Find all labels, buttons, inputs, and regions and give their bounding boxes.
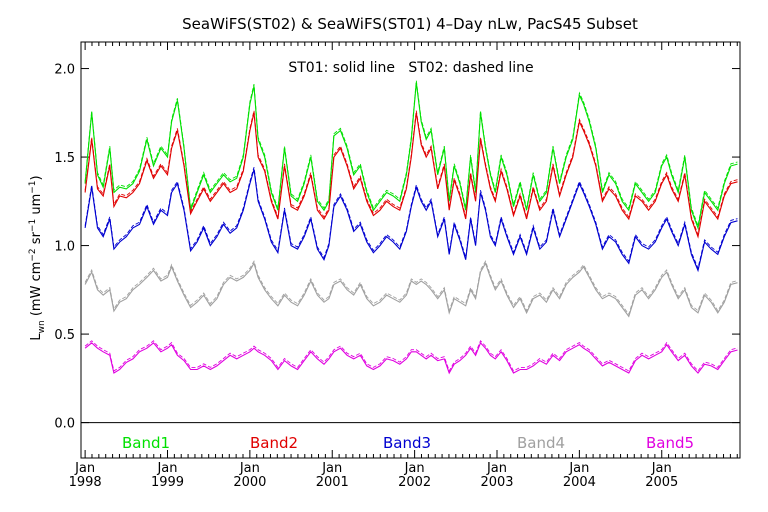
y-tick-label: 1.5 [54,151,75,166]
series-line-band4-st01 [84,261,738,318]
x-tick-month: Jan [404,461,425,476]
x-tick-month: Jan [74,461,95,476]
x-tick-year: 2003 [480,475,513,490]
x-tick-year: 2004 [563,475,596,490]
series-line-band3-st01 [84,169,738,273]
x-tick-month: Jan [568,461,589,476]
x-tick-year: 2001 [316,475,349,490]
plot-series-lines [84,80,738,375]
series-line-band2-st02 [84,110,738,237]
series-line-band3-st02 [84,167,738,270]
line-style-annotation: ST01: solid line ST02: dashed line [288,60,533,76]
x-tick-year: 1998 [69,475,102,490]
series-line-band2-st01 [84,112,738,239]
x-tick-month: Jan [651,461,672,476]
x-tick-year: 2002 [398,475,431,490]
x-tick-year: 2005 [645,475,678,490]
y-tick-label: 0.0 [54,417,75,432]
y-tick-label: 2.0 [54,63,75,78]
x-tick-month: Jan [156,461,177,476]
plot-frame [80,41,741,459]
x-tick-year: 1999 [151,475,184,490]
legend-label-band3: Band3 [383,434,431,452]
series-line-band5-st01 [84,341,738,375]
y-tick-label: 1.0 [54,240,75,255]
x-tick-month: Jan [239,461,260,476]
series-line-band4-st02 [84,260,738,316]
legend-label-band4: Band4 [517,434,565,452]
y-tick-label: 0.5 [54,328,75,343]
band-legend: Band1 Band2 Band3 Band4 Band5 [122,434,694,452]
x-tick-month: Jan [486,461,507,476]
series-line-band5-st02 [84,339,738,372]
legend-label-band1: Band1 [122,434,170,452]
axis-ticks: 0.00.51.01.52.0Jan1998Jan1999Jan2000Jan2… [54,42,740,490]
y-axis-label: Lwn (mW cm−2 sr−1 um−1) [28,175,47,340]
legend-label-band5: Band5 [646,434,694,452]
legend-label-band2: Band2 [250,434,298,452]
x-tick-month: Jan [321,461,342,476]
x-tick-year: 2000 [233,475,266,490]
chart-title: SeaWiFS(ST02) & SeaWiFS(ST01) 4–Day nLw,… [182,15,638,33]
